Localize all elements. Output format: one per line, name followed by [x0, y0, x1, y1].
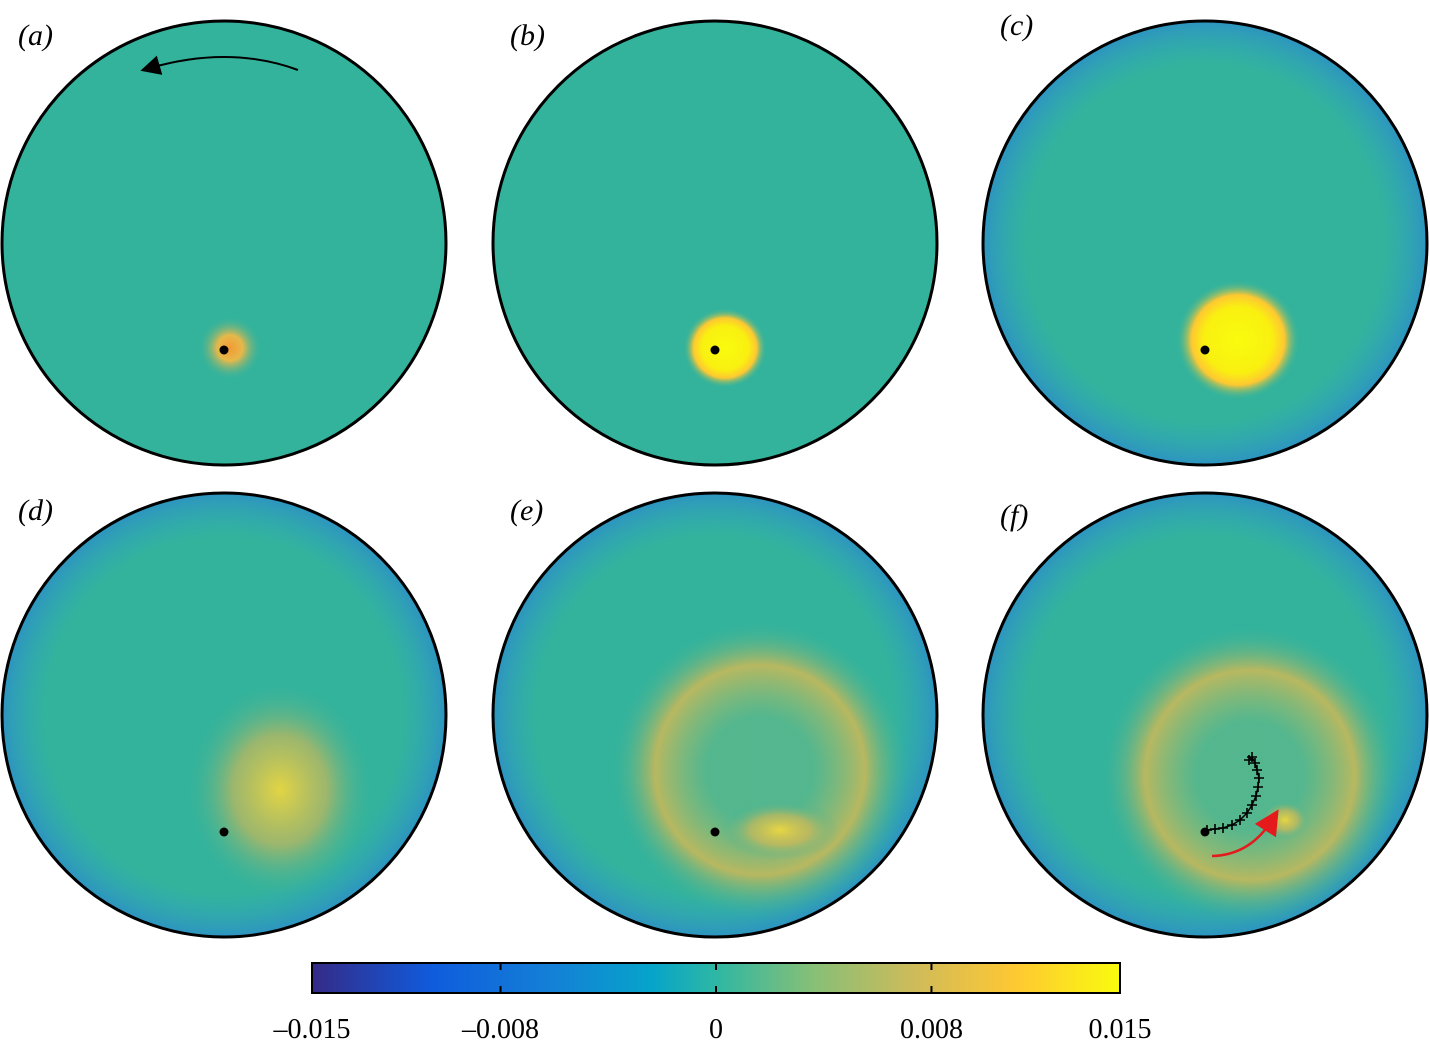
panel-label: (d): [18, 494, 53, 527]
field-features: [983, 21, 1427, 465]
field-blob: [185, 680, 375, 900]
panel-label: (e): [510, 494, 543, 527]
panel: (d): [0, 491, 448, 939]
track-cross: [1251, 791, 1261, 801]
field-blob: [610, 620, 910, 920]
source-dot: [219, 827, 229, 837]
track-cross: [1254, 773, 1264, 783]
field: [2, 21, 446, 465]
track-cross: [1210, 824, 1220, 834]
panel-border: [981, 491, 1429, 939]
panel-border: [491, 19, 939, 467]
track-cross: [1244, 755, 1254, 765]
field-features: [198, 316, 262, 380]
source-dot: [710, 827, 720, 837]
track-cross: [1252, 765, 1262, 775]
drift-arrow: [1211, 809, 1279, 858]
panel-border: [0, 491, 448, 939]
panels: (a) (b) (c) (d) (e) (f): [0, 9, 1429, 939]
track-cross: [1218, 823, 1228, 833]
field-features: [983, 493, 1427, 937]
tick-label: 0.015: [1089, 1014, 1152, 1045]
panel: (c): [981, 9, 1429, 467]
panel: (b): [491, 19, 939, 467]
panel-label: (b): [510, 19, 545, 52]
source-dot: [219, 345, 229, 355]
panel-border: [981, 19, 1429, 467]
tick-label: –0.015: [273, 1014, 351, 1045]
field-blob: [198, 316, 262, 380]
track-cross: [1235, 815, 1245, 825]
track-cross: [1253, 782, 1263, 792]
tick-label: 0: [709, 1014, 723, 1045]
track-cross: [1202, 825, 1212, 835]
panel: (e): [491, 491, 939, 939]
colorbar-axis: –0.015 –0.008 0 0.008 0.015: [273, 963, 1152, 1045]
panel-border: [491, 491, 939, 939]
tick-label: –0.008: [461, 1014, 539, 1045]
field-blob: [720, 800, 840, 860]
field-blob: [683, 308, 767, 388]
panel-label: (f): [1000, 499, 1028, 532]
field-features: [683, 308, 767, 388]
track-cross: [1242, 808, 1252, 818]
source-dot: [1200, 345, 1210, 355]
panel-border: [0, 19, 448, 467]
source-dot: [710, 345, 720, 355]
panel: (a): [0, 19, 448, 467]
field-blob: [983, 21, 1427, 465]
track-cross: [1227, 820, 1237, 830]
field: [493, 21, 937, 465]
field-blob: [1100, 625, 1400, 925]
source-dot: [1200, 827, 1210, 837]
panel: (f): [981, 491, 1429, 939]
field-features: [493, 493, 937, 937]
track-cross: [1250, 758, 1260, 768]
field-blob: [1260, 800, 1310, 840]
rotation-arrow: [140, 55, 299, 75]
field-features: [2, 493, 446, 937]
track-cross: [1247, 800, 1257, 810]
panel-label: (a): [18, 19, 53, 52]
panel-label: (c): [1000, 9, 1033, 42]
tick-label: 0.008: [900, 1014, 963, 1045]
field-blob: [1176, 280, 1300, 400]
